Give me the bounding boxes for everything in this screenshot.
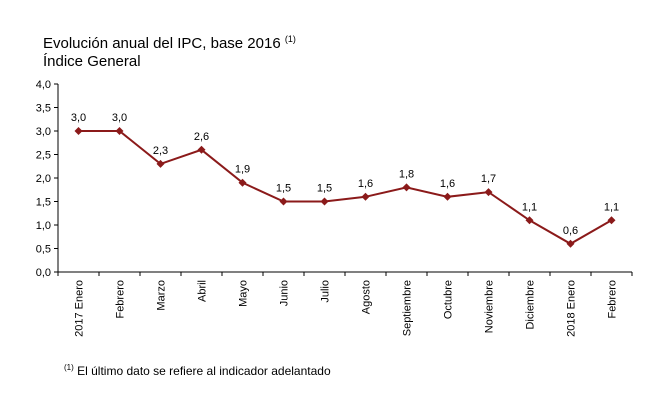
data-point-marker	[279, 197, 288, 206]
data-label: 2,3	[153, 145, 168, 157]
series-line	[78, 130, 612, 245]
y-tick-label: 0,5	[36, 244, 51, 256]
x-tick-label: Octubre	[443, 280, 455, 319]
x-tick-label: Febrero	[607, 280, 619, 319]
y-tick-label: 4,0	[36, 79, 51, 91]
footnote-text: El último dato se refiere al indicador a…	[77, 364, 331, 378]
x-tick-label: Marzo	[156, 280, 168, 311]
data-label: 3,0	[112, 112, 127, 124]
data-label: 0,6	[563, 225, 578, 237]
x-tick-label: Mayo	[238, 280, 250, 307]
x-tick-label: Septiembre	[402, 280, 414, 336]
x-tick-label: 2017 Enero	[74, 280, 86, 337]
footnote-marker: (1)	[64, 363, 74, 372]
data-point-marker	[320, 197, 329, 206]
chart-title-text: Evolución anual del IPC, base 2016	[43, 35, 281, 52]
data-point-marker	[607, 216, 616, 225]
data-point-marker	[238, 178, 247, 187]
data-label: 3,0	[71, 112, 86, 124]
x-tick-label: Noviembre	[484, 280, 496, 333]
x-tick-label: Agosto	[361, 280, 373, 314]
data-point-marker	[156, 159, 165, 168]
data-label: 1,9	[235, 164, 250, 176]
data-point-marker	[361, 192, 370, 201]
data-label: 1,6	[358, 178, 373, 190]
y-tick-label: 1,5	[36, 197, 51, 209]
y-tick-label: 2,0	[36, 173, 51, 185]
data-point-marker	[115, 127, 124, 135]
footnote: (1) El último dato se refiere al indicad…	[64, 363, 331, 378]
data-label: 1,5	[317, 183, 332, 195]
data-label: 1,8	[399, 168, 414, 180]
y-tick-label: 2,5	[36, 150, 51, 162]
data-label: 1,6	[440, 178, 455, 190]
data-point-marker	[443, 192, 452, 201]
data-label: 1,7	[481, 173, 496, 185]
chart-subtitle: Índice General	[43, 53, 141, 70]
y-tick-label: 3,5	[36, 103, 51, 115]
data-point-marker	[402, 183, 411, 192]
data-label: 1,1	[522, 201, 537, 213]
data-label: 2,6	[194, 131, 209, 143]
x-tick-label: Junio	[279, 280, 291, 306]
y-tick-label: 0,0	[36, 267, 51, 279]
y-tick-label: 1,0	[36, 220, 51, 232]
data-label: 1,5	[276, 183, 291, 195]
chart-title: Evolución anual del IPC, base 2016 (1)	[43, 30, 296, 53]
x-tick-label: Abril	[197, 280, 209, 302]
chart-title-note: (1)	[284, 34, 296, 44]
data-point-marker	[525, 216, 534, 225]
y-tick-label: 3,0	[36, 126, 51, 138]
data-point-marker	[484, 188, 493, 197]
title-block: Evolución anual del IPC, base 2016 (1) Í…	[43, 30, 296, 71]
x-tick-label: 2018 Enero	[566, 280, 578, 337]
data-point-marker	[566, 239, 575, 248]
data-point-marker	[74, 127, 83, 135]
x-tick-label: Diciembre	[525, 280, 537, 330]
x-tick-label: Febrero	[115, 280, 127, 319]
x-tick-label: Julio	[320, 280, 332, 303]
data-label: 1,1	[604, 201, 619, 213]
data-point-marker	[197, 145, 206, 154]
